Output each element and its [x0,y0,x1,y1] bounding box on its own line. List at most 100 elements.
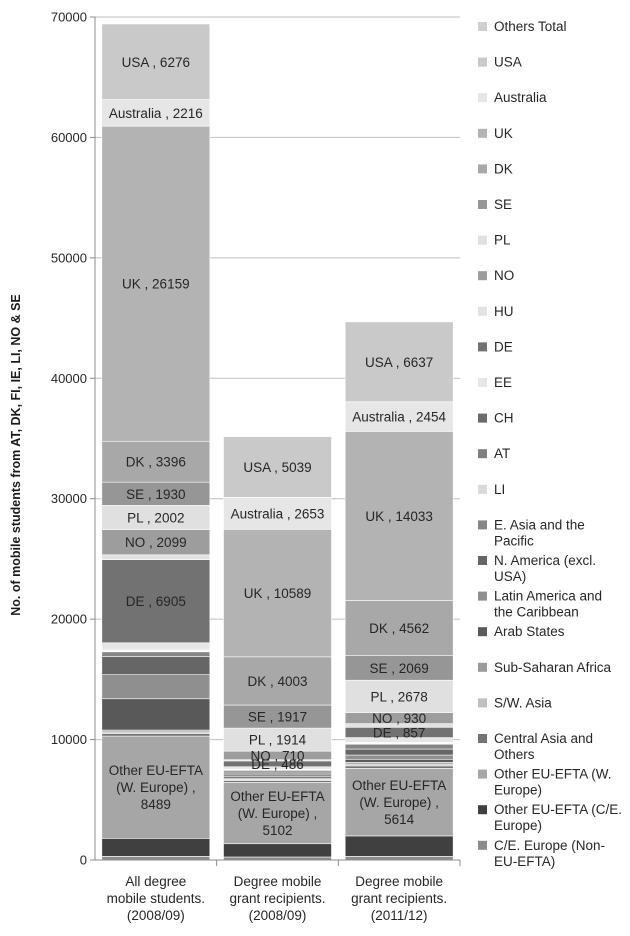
legend-swatch [478,805,487,815]
bar-segment-dk [344,600,454,656]
legend-item-s-w-asia: S/W. Asia [478,695,552,710]
y-tick-label: 30000 [51,491,87,506]
legend-swatch [478,662,487,672]
data-label: DE , 6905 [126,594,186,609]
data-label: 5102 [262,823,292,838]
data-label: Australia , 2653 [231,506,325,521]
data-label: UK , 26159 [122,277,190,292]
legend-label: C/E. Europe (Non- [494,838,605,853]
data-label: USA , 6637 [365,355,433,370]
bar-segment-no [101,529,211,556]
legend-item-c-e-europe-non-eu-efta: C/E. Europe (Non-EU-EFTA) [478,838,605,869]
bar-segment-dk [223,656,332,706]
x-tick-label: grant recipients. [229,891,325,906]
legend-item-usa: USA [478,55,522,70]
legend-label: SE [494,197,512,212]
legend-item-other-eu-efta-c-e-europe: Other EU-EFTA (C/E.Europe) [478,802,622,833]
y-tick-label: 0 [80,853,87,868]
legend-item-other-eu-efta-w-europe: Other EU-EFTA (W.Europe) [478,767,612,798]
bar-segment-n-america-excl-usa [344,748,454,756]
data-label: DK , 4562 [369,621,429,636]
legend-item-dk: DK [478,161,513,176]
legend-item-australia: Australia [478,90,547,105]
legend-swatch [478,698,487,708]
legend-item-no: NO [478,268,514,283]
bar-segment-other-eu-efta-c-e-europe [223,843,332,858]
data-label: Australia , 2454 [352,410,446,425]
bar-segment-c-e-europe-non-eu-efta [344,856,454,861]
legend-item-others-total: Others Total [478,19,567,34]
legend-item-at: AT [478,446,510,461]
legend-item-de: DE [478,339,513,354]
legend-swatch [478,556,487,565]
x-tick-label: (2011/12) [371,908,428,923]
legend-item-hu: HU [478,304,514,319]
legend-label: Arab States [494,624,565,639]
data-label: Australia , 2216 [109,106,203,121]
bar-segment-australia [344,401,454,432]
x-tick-labels: All degree mobile students. (2008/09) Degre… [107,860,461,923]
y-tick-label: 70000 [51,10,87,25]
data-label: Other EU-EFTA [230,789,324,804]
legend-label: Other EU-EFTA (W. [494,767,612,782]
legend-label: Central Asia and [494,731,593,746]
legend-swatch [478,449,487,459]
legend-label: the Caribbean [494,605,579,620]
bar-segment-other-eu-efta-c-e-europe [344,835,454,857]
legend-swatch [478,235,487,245]
legend-swatch [478,520,487,530]
data-label: UK , 10589 [244,586,312,601]
data-label: NO , 710 [250,748,304,763]
legend-swatch [478,840,487,850]
legend-label: Sub-Saharan Africa [494,660,612,675]
x-tick-label: (2008/09) [249,908,307,923]
legend-swatch [478,200,487,209]
data-label: PL , 1914 [249,733,307,748]
y-tick-label: 50000 [51,250,87,265]
bar-segment-latin-america-and-the-caribbean [101,674,211,700]
legend-item-arab-states: Arab States [478,624,565,639]
legend-label: AT [494,446,510,461]
legend-label: Pacific [494,533,534,548]
y-tick-label: 40000 [51,371,87,386]
bar-segment-pl [101,505,211,530]
x-tick-label: All degree [125,874,186,889]
legend-label: USA [494,55,522,70]
legend: Others Total USA Australia UK DK SE PL NO HU DE EE… [478,19,622,869]
legend-label: EU-EFTA) [494,854,555,869]
legend-label: Others [494,747,535,762]
bar-segment-latin-america-and-the-caribbean [344,754,454,760]
x-tick-label: (2008/09) [127,908,185,923]
data-label: PL , 2678 [371,689,428,704]
legend-swatch [478,591,487,601]
legend-swatch [478,342,487,352]
bars [101,23,454,861]
legend-swatch [478,93,487,103]
legend-label: CH [494,411,514,426]
legend-item-n-america-excl-usa: N. America (excl.USA) [478,553,596,584]
bar-segment-australia [223,497,332,530]
legend-label: S/W. Asia [494,695,552,710]
bar-segment-uk [344,431,454,601]
legend-item-uk: UK [478,126,513,141]
bar-segment-uk [101,125,211,442]
data-label: (W. Europe) , [238,806,318,821]
axes [94,17,460,861]
data-label: (W. Europe) , [359,795,439,810]
legend-swatch [478,271,487,281]
legend-swatch [478,769,487,779]
legend-label: DK [494,161,513,176]
data-labels: Other EU-EFTA (W. Europe) , 8489 DE , 6905 N… [109,55,447,838]
bar-segment-central-asia-and-others [101,733,211,737]
x-tick-label: mobile students. [107,891,205,906]
bar-segment-other-eu-efta-c-e-europe [101,838,211,857]
legend-item-sub-saharan-africa: Sub-Saharan Africa [478,660,612,675]
bar-segment-usa [223,436,332,498]
data-label: DK , 3396 [126,455,186,470]
y-tick-label: 10000 [51,732,87,747]
legend-item-li: LI [478,482,505,497]
y-tick-label: 60000 [51,130,87,145]
data-label: NO , 930 [372,711,426,726]
legend-swatch [478,128,487,138]
